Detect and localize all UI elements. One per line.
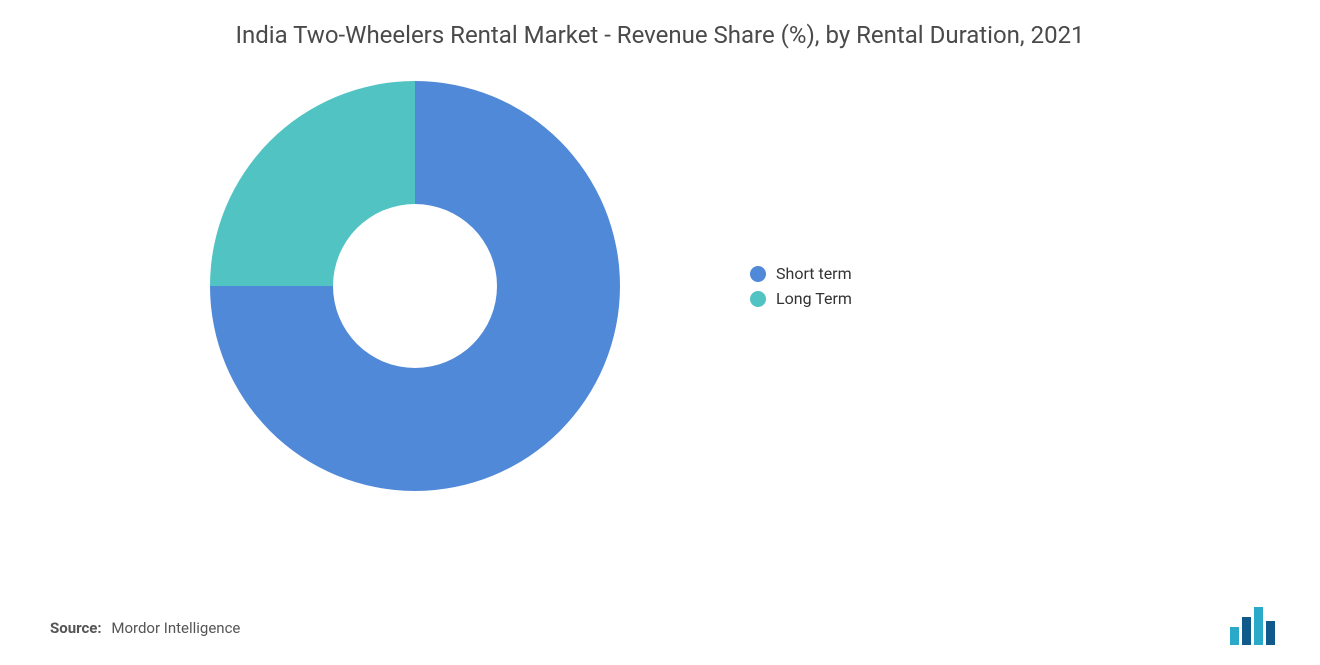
logo-bar xyxy=(1230,627,1239,645)
chart-area: Short term Long Term xyxy=(50,71,1270,501)
donut-slice xyxy=(210,81,415,286)
legend-item: Long Term xyxy=(750,289,852,308)
logo-bar xyxy=(1266,621,1275,645)
chart-container: India Two-Wheelers Rental Market - Reven… xyxy=(0,0,1320,665)
chart-title: India Two-Wheelers Rental Market - Reven… xyxy=(160,20,1160,51)
legend-marker xyxy=(750,291,766,307)
legend-marker xyxy=(750,266,766,282)
legend-label: Short term xyxy=(776,264,852,283)
source-label: Source: xyxy=(50,619,102,637)
brand-logo xyxy=(1230,605,1290,645)
logo-bar xyxy=(1254,607,1263,645)
donut-chart xyxy=(200,71,630,501)
legend: Short term Long Term xyxy=(750,264,852,308)
legend-label: Long Term xyxy=(776,289,852,308)
legend-item: Short term xyxy=(750,264,852,283)
source-text: Mordor Intelligence xyxy=(111,619,240,637)
logo-bar xyxy=(1242,617,1251,645)
source-attribution: Source: Mordor Intelligence xyxy=(50,619,240,637)
